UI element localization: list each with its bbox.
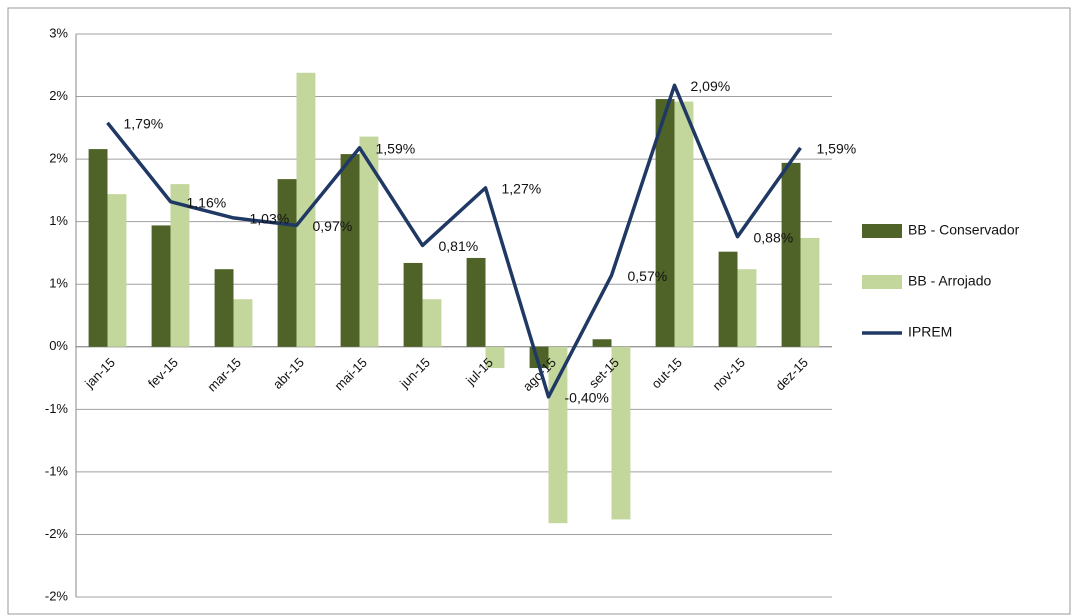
bar	[170, 184, 190, 347]
data-label: 1,79%	[124, 116, 164, 132]
bar	[718, 251, 738, 347]
data-label: 2,09%	[691, 78, 731, 94]
bar	[548, 346, 568, 524]
y-tick-label: -2%	[45, 588, 69, 603]
line	[106, 83, 802, 399]
y-tick-label: 0%	[49, 338, 68, 353]
y-tick-label: -1%	[45, 463, 69, 478]
data-label: 0,88%	[754, 229, 794, 245]
bar	[214, 269, 234, 347]
bar	[800, 237, 820, 347]
data-label: 1,27%	[502, 181, 542, 197]
y-tick-label: 2%	[49, 88, 68, 103]
bar	[737, 269, 757, 347]
bar	[340, 154, 360, 347]
data-label: 0,97%	[313, 218, 353, 234]
data-label: 1,59%	[817, 141, 857, 157]
y-tick-label: 2%	[49, 151, 68, 166]
y-tick-label: 1%	[49, 276, 68, 291]
bar	[592, 339, 612, 347]
legend-label: IPREM	[908, 324, 952, 340]
data-label: 0,57%	[628, 268, 668, 284]
bar	[359, 136, 379, 347]
data-label: -0,40%	[565, 390, 609, 406]
data-label: 0,81%	[439, 238, 479, 254]
legend-label: BB - Arrojado	[908, 273, 991, 289]
legend-label: BB - Conservador	[908, 222, 1020, 238]
data-label: 1,59%	[376, 141, 416, 157]
bar	[485, 346, 505, 369]
bar	[781, 162, 801, 347]
data-label: 1,03%	[250, 211, 290, 227]
legend-swatch	[862, 275, 902, 289]
bar	[233, 299, 253, 347]
y-tick-label: 3%	[49, 25, 68, 40]
bar	[403, 262, 423, 347]
bar	[296, 72, 316, 347]
data-label: 1,16%	[187, 194, 227, 210]
bar	[151, 225, 171, 347]
bar	[422, 299, 442, 347]
bar	[277, 179, 297, 347]
bar	[674, 101, 694, 347]
bar	[655, 99, 675, 347]
bar	[611, 346, 631, 520]
y-tick-label: -1%	[45, 401, 69, 416]
bar	[107, 194, 127, 347]
y-tick-label: 1%	[49, 213, 68, 228]
bar	[466, 257, 486, 347]
y-tick-label: -2%	[45, 526, 69, 541]
legend-swatch	[862, 224, 902, 238]
bar	[88, 149, 108, 347]
